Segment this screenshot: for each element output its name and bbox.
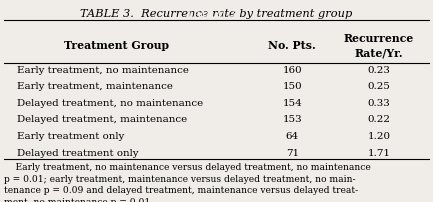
Text: 150: 150 [282, 82, 302, 91]
Text: 0.25: 0.25 [368, 82, 390, 91]
Text: Delayed treatment, maintenance: Delayed treatment, maintenance [17, 115, 187, 124]
Text: Early treatment, no maintenance: Early treatment, no maintenance [17, 65, 189, 74]
Text: Recurrence
Rate/Yr.: Recurrence Rate/Yr. [344, 33, 414, 58]
Text: 0.22: 0.22 [367, 115, 391, 124]
Text: Early treatment, no maintenance versus delayed treatment, no maintenance
p = 0.0: Early treatment, no maintenance versus d… [4, 163, 371, 202]
Text: Treatment Group: Treatment Group [65, 40, 169, 51]
Text: 0.23: 0.23 [368, 65, 390, 74]
Text: 1.71: 1.71 [367, 148, 391, 157]
Text: No. Pts.: No. Pts. [268, 40, 316, 51]
Text: Delayed treatment only: Delayed treatment only [17, 148, 139, 157]
Text: TABLE 3.: TABLE 3. [186, 9, 247, 19]
Text: 154: 154 [282, 98, 302, 107]
Text: Early treatment only: Early treatment only [17, 132, 125, 140]
Text: 0.33: 0.33 [368, 98, 390, 107]
Text: 153: 153 [282, 115, 302, 124]
Text: 64: 64 [286, 132, 299, 140]
Text: TABLE 3.  Recurrence rate by treatment group: TABLE 3. Recurrence rate by treatment gr… [81, 9, 352, 19]
Text: 71: 71 [286, 148, 299, 157]
Text: 1.20: 1.20 [367, 132, 391, 140]
Text: Early treatment, maintenance: Early treatment, maintenance [17, 82, 173, 91]
Text: Delayed treatment, no maintenance: Delayed treatment, no maintenance [17, 98, 204, 107]
Text: 160: 160 [282, 65, 302, 74]
